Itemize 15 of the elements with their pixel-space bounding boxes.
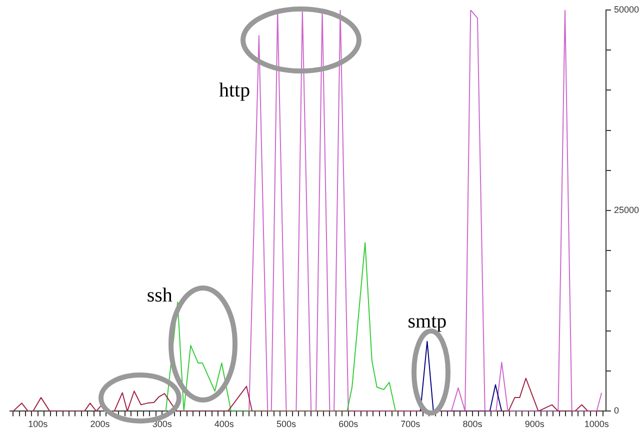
x-tick-label: 200s [90, 419, 110, 430]
y-tick-label: 0 [614, 406, 619, 416]
x-tick-label: 400s [214, 419, 234, 430]
x-tick-label: 900s [524, 419, 545, 430]
x-tick-label: 100s [28, 419, 48, 430]
x-tick-label: 1000s [584, 419, 610, 430]
y-tick-label: 50000 [614, 4, 640, 14]
x-tick-label: 600s [338, 419, 359, 430]
x-tick-label: 800s [462, 419, 483, 430]
x-tick-label: 500s [276, 419, 297, 430]
series-label: http [219, 79, 250, 102]
y-tick-label: 25000 [614, 205, 640, 216]
series-label: smtp [408, 310, 447, 333]
series-label: ssh [146, 284, 172, 306]
x-tick-label: 700s [400, 419, 421, 430]
